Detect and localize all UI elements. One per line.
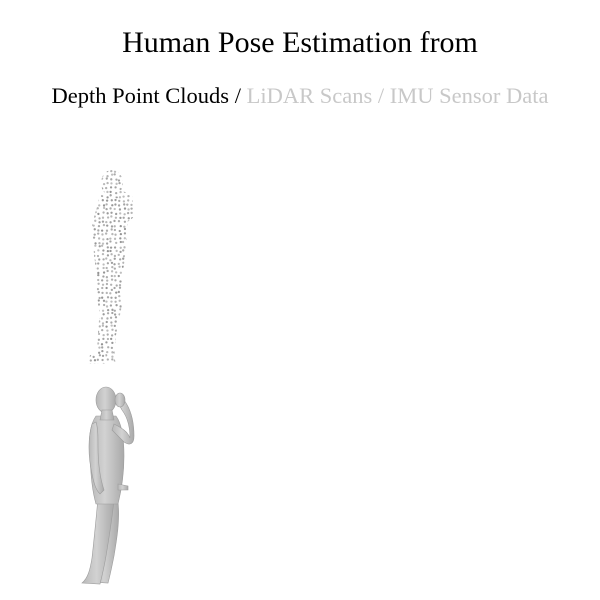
modality-depth-point-clouds[interactable]: Depth Point Clouds	[51, 83, 230, 108]
page-title: Human Pose Estimation from	[122, 26, 478, 59]
mesh-body	[81, 386, 135, 585]
modality-separator: /	[234, 83, 247, 108]
modality-separator: /	[377, 83, 390, 108]
modality-selector: Depth Point Clouds / LiDAR Scans / IMU S…	[0, 80, 600, 112]
modality-lidar-scans[interactable]: LiDAR Scans	[246, 83, 373, 108]
point-cloud-figure	[88, 170, 134, 364]
modality-imu-sensor-data[interactable]: IMU Sensor Data	[389, 83, 549, 108]
mesh-figure	[81, 386, 135, 585]
point-cloud-points	[88, 170, 134, 364]
